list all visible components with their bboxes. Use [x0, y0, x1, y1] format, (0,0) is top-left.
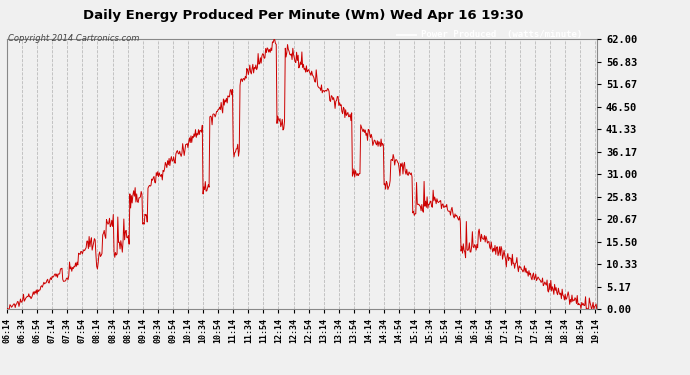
Text: Daily Energy Produced Per Minute (Wm) Wed Apr 16 19:30: Daily Energy Produced Per Minute (Wm) We… [83, 9, 524, 22]
Text: Power Produced  (watts/minute): Power Produced (watts/minute) [421, 30, 582, 39]
Text: Copyright 2014 Cartronics.com: Copyright 2014 Cartronics.com [8, 34, 139, 43]
